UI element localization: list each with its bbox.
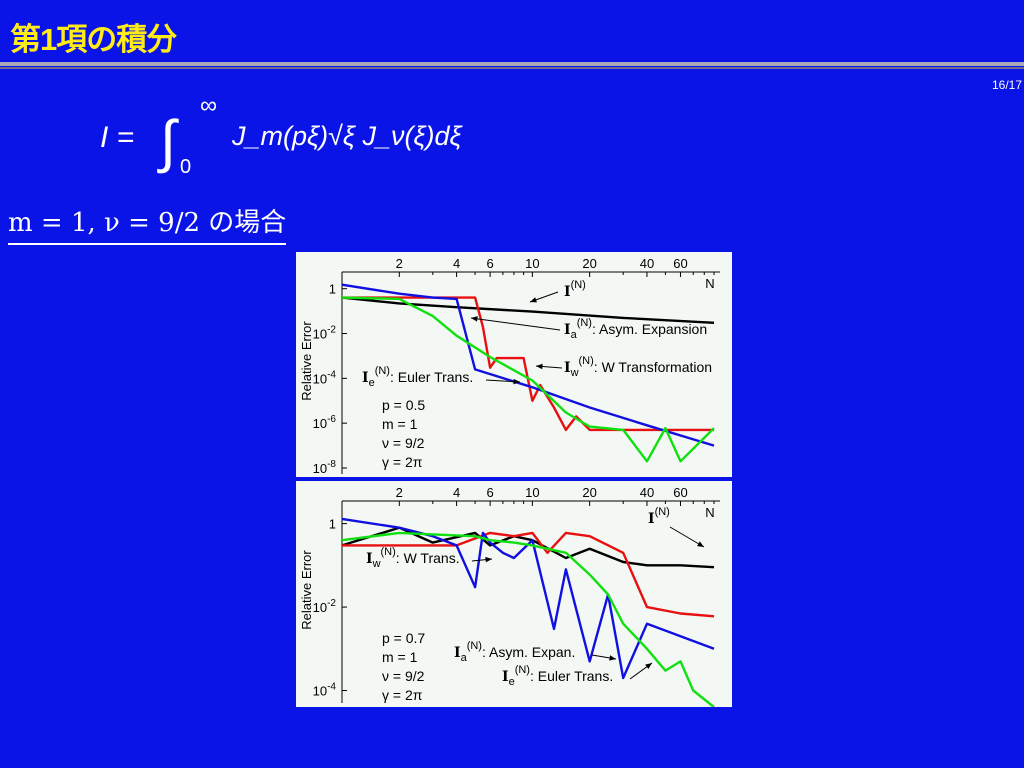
integral-sign: ∫ xyxy=(157,109,179,174)
series-line-0 xyxy=(341,296,715,324)
series-annotation: Ia(N): Asym. Expan. xyxy=(454,640,575,664)
series-annotation: Iw(N): W Trans. xyxy=(366,546,460,570)
param-label: m = 1 xyxy=(382,416,418,432)
annotation-arrowhead xyxy=(530,297,537,303)
param-label: ν = 9/2 xyxy=(382,668,425,684)
x-tick-label: 6 xyxy=(487,256,494,271)
chart-top: 2 4 6 10 20 40 60 N 1 10-2 10-4 10-6 10-8 Relative Er… xyxy=(299,256,720,476)
y-tick-label: 1 xyxy=(329,282,336,297)
chart-panel-top: 2 4 6 10 20 40 60 N 1 10-2 10-4 10-6 10-8 Relative Er… xyxy=(296,252,732,477)
param-label: p = 0.5 xyxy=(382,397,425,413)
annotation-arrowhead xyxy=(645,663,652,669)
x-axis-label: N xyxy=(705,276,714,291)
y-tick-label: 10-6 xyxy=(313,414,337,431)
slide-title: 第1項の積分 xyxy=(10,22,177,57)
page-number: 16/17 xyxy=(991,78,1022,92)
x-tick-label: 40 xyxy=(640,256,654,271)
annotation-arrowhead xyxy=(471,316,478,322)
series-annotation: Ia(N): Asym. Expansion xyxy=(564,317,707,341)
series-line-3 xyxy=(341,296,715,463)
x-tick-label: 60 xyxy=(673,256,687,271)
title-rule xyxy=(0,62,1024,66)
series-line-2 xyxy=(341,517,715,680)
x-tick-label: 40 xyxy=(640,485,654,500)
y-axis-label: Relative Error xyxy=(299,550,314,630)
y-tick-label: 10-2 xyxy=(313,325,337,342)
series-annotation: I(N) xyxy=(564,279,586,300)
formula-lower-limit: 0 xyxy=(180,156,191,178)
annotation-arrowhead xyxy=(536,363,543,370)
param-label: γ = 2π xyxy=(382,687,423,703)
chart-panel-bottom: 2 4 6 10 20 40 60 N 1 10-2 10-4 Relative Error p = 0… xyxy=(296,481,732,709)
x-tick-label: 10 xyxy=(525,256,539,271)
y-tick-label: 10-4 xyxy=(313,682,337,699)
x-tick-label: 60 xyxy=(673,485,687,500)
x-axis-label: N xyxy=(705,505,714,520)
annotation-arrowhead xyxy=(697,541,704,547)
x-tick-label: 2 xyxy=(396,256,403,271)
x-tick-label: 20 xyxy=(582,256,596,271)
x-tick-label: 6 xyxy=(487,485,494,500)
x-tick-label: 10 xyxy=(525,485,539,500)
y-axis-label: Relative Error xyxy=(299,321,314,401)
y-tick-label: 10-2 xyxy=(313,598,337,615)
series-annotation: Ie(N): Euler Trans. xyxy=(362,365,473,389)
annotation-arrow xyxy=(470,317,561,331)
chart-bottom: 2 4 6 10 20 40 60 N 1 10-2 10-4 Relative Error p = 0… xyxy=(299,485,720,709)
x-tick-label: 4 xyxy=(453,485,460,500)
param-label: m = 1 xyxy=(382,649,418,665)
annotation-arrow xyxy=(669,526,705,548)
case-label: m = 1, ν = 9/2 の場合 xyxy=(8,202,287,245)
y-tick-label: 10-8 xyxy=(313,459,337,476)
param-label: γ = 2π xyxy=(382,454,423,470)
formula-integrand: J_m(pξ)√ξ J_ν(ξ)dξ xyxy=(231,121,464,151)
annotation-arrowhead xyxy=(513,378,520,385)
series-annotation: Iw(N): W Transformation xyxy=(564,355,712,379)
series-line-3 xyxy=(341,531,715,709)
x-tick-label: 4 xyxy=(453,256,460,271)
integral-formula: I = ∫ ∞ 0 J_m(pξ)√ξ J_ν(ξ)dξ xyxy=(100,95,464,178)
param-label: p = 0.7 xyxy=(382,630,425,646)
series-annotation: Ie(N): Euler Trans. xyxy=(502,664,613,688)
annotation-arrowhead xyxy=(485,556,492,563)
y-tick-label: 1 xyxy=(329,517,336,532)
series-annotation: I(N) xyxy=(648,506,670,527)
formula-lhs: I = xyxy=(100,121,134,154)
annotation-arrowhead xyxy=(609,655,616,661)
y-tick-label: 10-4 xyxy=(313,369,337,386)
formula-upper-limit: ∞ xyxy=(200,95,217,119)
x-tick-label: 20 xyxy=(582,485,596,500)
title-rule-shadow xyxy=(0,67,1024,69)
x-tick-label: 2 xyxy=(396,485,403,500)
series-line-2 xyxy=(341,283,715,447)
param-label: ν = 9/2 xyxy=(382,435,425,451)
